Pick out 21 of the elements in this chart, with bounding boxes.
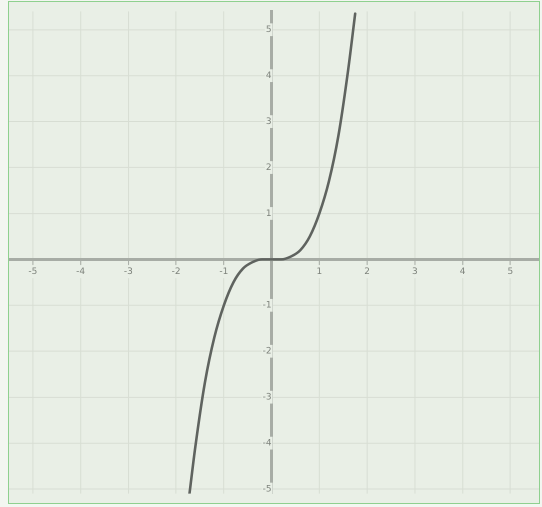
y-tick-label: -1 xyxy=(262,300,272,311)
x-tick-label: 1 xyxy=(316,267,322,278)
line-series xyxy=(188,12,356,494)
x-tick-label: -4 xyxy=(76,267,86,278)
x-tick-label: -2 xyxy=(172,267,181,278)
y-tick-label: 2 xyxy=(266,162,272,173)
x-tick-label: 2 xyxy=(364,267,370,278)
y-tick-label: -5 xyxy=(262,484,272,494)
x-tick-label: 3 xyxy=(412,267,418,278)
y-tick-label: -4 xyxy=(262,438,272,448)
y-tick-label: 5 xyxy=(266,25,272,36)
x-tick-label: 5 xyxy=(508,267,514,278)
y-tick-label: 4 xyxy=(266,71,272,81)
y-tick-label: 1 xyxy=(266,208,272,219)
y-tick-label: -2 xyxy=(262,346,272,357)
y-tick-label: -3 xyxy=(262,392,272,403)
x-tick-label: 4 xyxy=(460,267,466,278)
y-tick-label: 3 xyxy=(266,116,272,127)
x-tick-label: -1 xyxy=(219,267,228,278)
x-tick-label: -5 xyxy=(28,267,38,278)
x-tick-label: -3 xyxy=(124,267,133,278)
